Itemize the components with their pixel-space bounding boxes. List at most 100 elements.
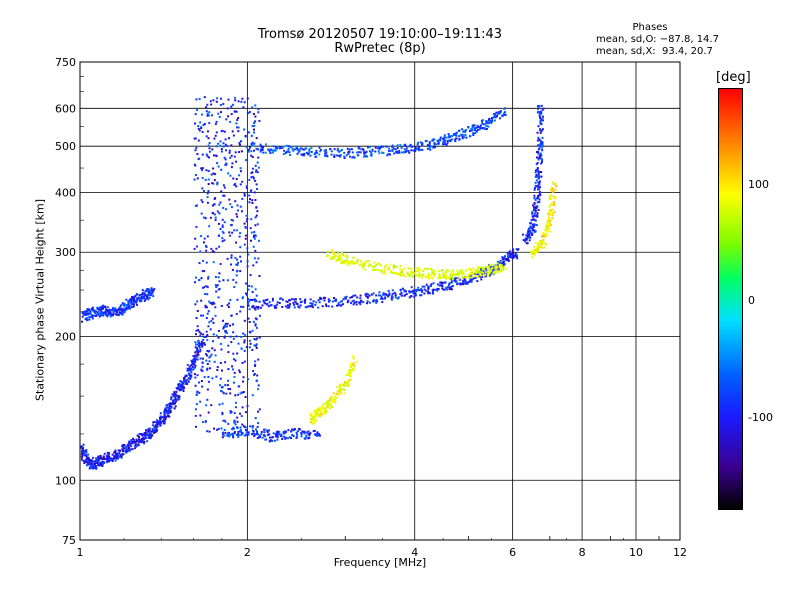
echo-point <box>491 119 493 122</box>
echo-point <box>461 135 464 138</box>
echo-point <box>150 287 153 290</box>
echo-point <box>403 289 406 292</box>
echo-point <box>418 272 421 275</box>
echo-point <box>471 272 474 275</box>
echo-point <box>111 458 114 460</box>
echo-point <box>469 135 472 138</box>
echo-point <box>236 416 239 419</box>
echo-point <box>142 437 145 440</box>
echo-point <box>168 405 171 408</box>
echo-point <box>84 453 87 456</box>
echo-point <box>145 290 148 293</box>
echo-point <box>305 431 308 434</box>
echo-point <box>330 400 333 403</box>
echo-point <box>206 363 209 365</box>
echo-point <box>173 407 176 410</box>
echo-point <box>242 332 245 335</box>
echo-point <box>445 143 448 146</box>
echo-point <box>116 308 119 311</box>
echo-point <box>395 265 398 268</box>
echo-point <box>395 272 398 275</box>
echo-point <box>219 377 222 380</box>
echo-point <box>343 384 346 387</box>
y-tick-label: 100 <box>55 474 76 487</box>
echo-point <box>195 329 198 332</box>
echo-point <box>142 292 145 295</box>
echo-point <box>427 272 430 275</box>
echo-point <box>349 379 352 382</box>
echo-point <box>155 427 158 430</box>
echo-point <box>327 250 329 253</box>
x-tick-label: 10 <box>629 546 643 559</box>
echo-point <box>540 175 543 178</box>
echo-point <box>532 209 535 212</box>
echo-point <box>258 336 261 339</box>
echo-point <box>237 117 240 119</box>
echo-point <box>143 438 146 441</box>
echo-point <box>237 100 240 103</box>
echo-point <box>534 249 537 251</box>
echo-point <box>422 273 425 276</box>
echo-point <box>548 195 551 198</box>
echo-point <box>537 197 540 200</box>
echo-point <box>227 368 230 371</box>
echo-point <box>254 308 257 311</box>
echo-point <box>132 305 135 308</box>
echo-point <box>334 299 337 302</box>
echo-point <box>203 123 206 125</box>
echo-point <box>308 305 311 308</box>
echo-point <box>252 245 255 248</box>
echo-point <box>414 267 417 270</box>
echo-point <box>407 273 409 275</box>
echo-point <box>260 147 263 150</box>
echo-point <box>210 247 213 250</box>
echo-point <box>546 224 549 227</box>
echo-point <box>532 250 535 253</box>
echo-point <box>542 119 544 122</box>
echo-point <box>484 275 487 278</box>
echo-point <box>196 348 199 351</box>
echo-point <box>189 369 192 372</box>
echo-point <box>409 274 411 277</box>
echo-point <box>202 314 205 317</box>
echo-point <box>391 295 394 298</box>
echo-point <box>526 235 529 238</box>
echo-point <box>222 319 224 322</box>
echo-point <box>149 294 152 297</box>
echo-point <box>265 299 268 302</box>
echo-point <box>553 204 556 206</box>
echo-point <box>122 303 125 306</box>
echo-point <box>391 148 394 151</box>
echo-point <box>205 404 208 407</box>
echo-point <box>104 307 107 310</box>
echo-point <box>532 215 535 218</box>
echo-point <box>231 162 234 165</box>
echo-point <box>340 300 343 303</box>
echo-point <box>266 429 269 432</box>
echo-point <box>197 125 200 128</box>
echo-point <box>531 253 533 256</box>
echo-point <box>538 104 541 107</box>
echo-point <box>501 114 504 117</box>
echo-point <box>488 264 491 267</box>
echo-point <box>300 147 303 150</box>
echo-point <box>224 143 227 146</box>
echo-point <box>318 412 321 415</box>
echo-point <box>354 294 357 297</box>
echo-point <box>347 383 350 386</box>
echo-point <box>428 147 431 150</box>
echo-point <box>347 371 350 374</box>
echo-point <box>535 185 538 188</box>
echo-point <box>196 153 199 155</box>
echo-point <box>168 407 171 410</box>
echo-point <box>495 268 498 271</box>
echo-point <box>275 146 278 149</box>
echo-point <box>480 273 483 276</box>
echo-point <box>399 293 402 296</box>
echo-point <box>210 173 213 176</box>
echo-point <box>181 382 184 385</box>
echo-point <box>222 145 225 148</box>
echo-point <box>453 277 456 280</box>
echo-point <box>458 278 461 281</box>
echo-point <box>355 303 358 306</box>
